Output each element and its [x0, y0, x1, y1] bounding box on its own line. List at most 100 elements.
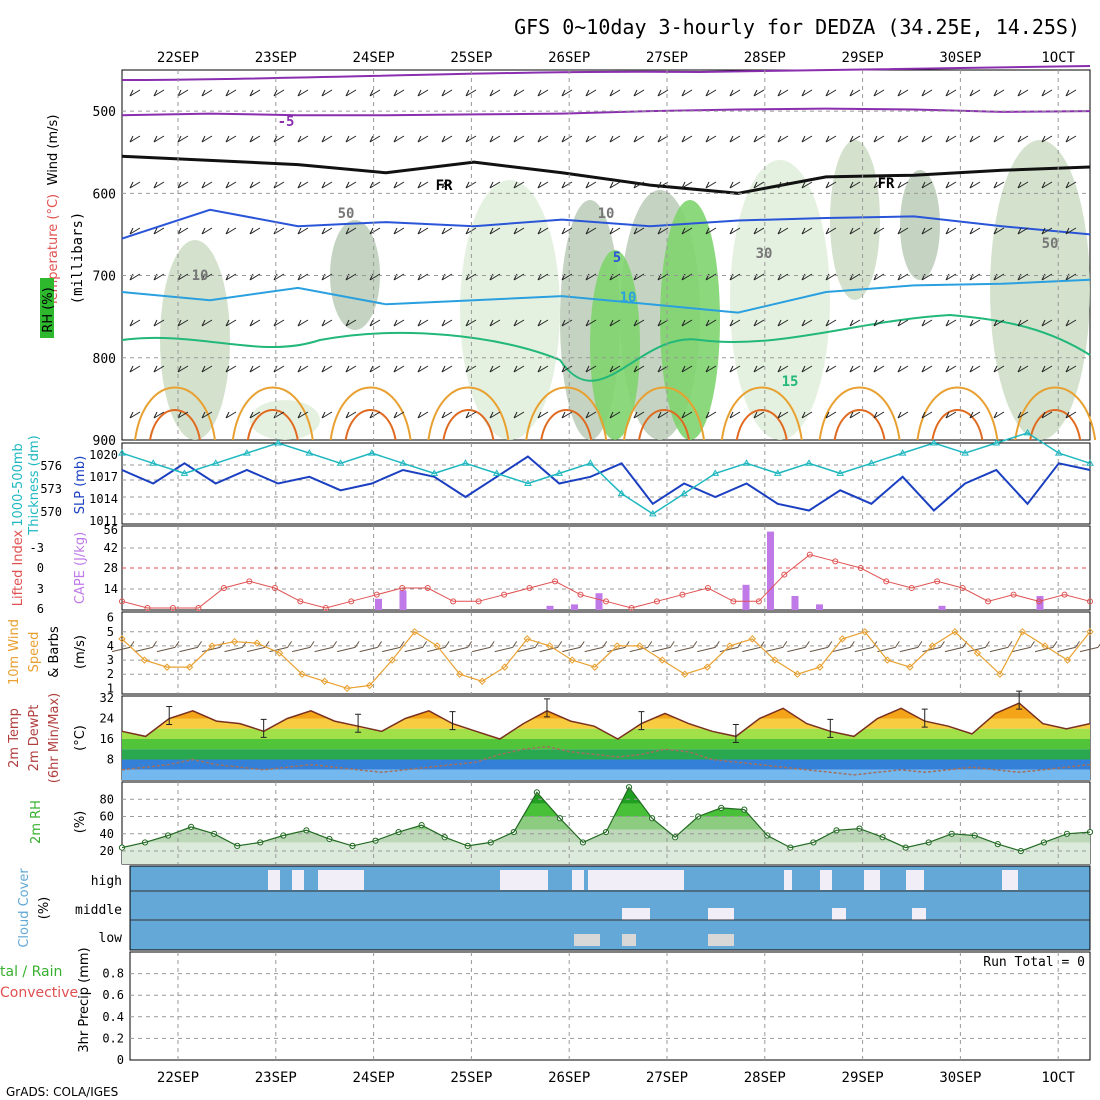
wind-barb [1041, 89, 1053, 97]
wind-barb [369, 319, 381, 327]
wind-barb [561, 227, 573, 235]
wind-barb [993, 365, 1005, 373]
contour-label: 50 [338, 206, 355, 222]
wind-point [883, 656, 892, 664]
wind-barb [201, 411, 213, 419]
temp-whisker [449, 711, 456, 731]
wind-barb [945, 365, 957, 373]
li-point [577, 591, 584, 598]
temp-band [122, 769, 1090, 780]
wind-barb [897, 89, 909, 97]
wind-barb [657, 273, 669, 281]
wind-point [996, 670, 1004, 678]
rh2m-line [118, 784, 1094, 855]
wind-barb [609, 135, 621, 143]
wind-point [703, 663, 712, 671]
wind-barb [1041, 319, 1053, 327]
wind-barb [753, 89, 765, 97]
wind-barb [129, 89, 141, 97]
li-point [220, 585, 227, 591]
wind-barb [705, 411, 717, 419]
wind-barb [873, 411, 885, 419]
wind-barb [969, 411, 981, 419]
wind-barb [1065, 273, 1077, 281]
cloud-ylabel-units: (%) [37, 897, 52, 920]
cloud-level-labels: high middle low [75, 874, 122, 946]
li-point [271, 585, 278, 591]
wind-barb [681, 365, 693, 373]
wind10-ylabel-1: 10m Wind [7, 619, 22, 685]
wind-barb [177, 181, 189, 189]
wind-barb [417, 135, 429, 143]
li-point [857, 565, 864, 571]
li-point [552, 578, 559, 585]
wind10-barb [494, 641, 518, 653]
wind10-barb [427, 641, 450, 653]
wind-barb [753, 273, 765, 281]
wind-barb [753, 227, 765, 235]
upper-tick-label: 500 [93, 105, 116, 120]
wind-barb [993, 227, 1005, 235]
wind-barb [897, 227, 909, 235]
slp-ticks: 576 573 570 1020 1017 1014 1011 [40, 448, 118, 528]
isotherm-arc [623, 386, 705, 441]
day-label-top: 26SEP [548, 50, 590, 66]
precip-tick: 0.6 [102, 988, 124, 1002]
day-label-bottom: 28SEP [744, 1070, 786, 1086]
wind10-barb [764, 641, 788, 653]
temp2m-ylabel-units: (°C) [73, 725, 88, 751]
wind-barb [777, 227, 789, 235]
wind-barb [777, 365, 789, 373]
precip-ylabel-3: 3hr Precip (mm) [77, 947, 92, 1052]
wind-barb [873, 135, 885, 143]
temp-band [122, 749, 1090, 760]
wind-point [298, 670, 306, 678]
rh2m-panel: 80 60 40 20 [100, 781, 1094, 865]
wind-barb [513, 227, 525, 235]
wind-barb [1041, 411, 1053, 419]
lifted-index-line [119, 551, 1093, 611]
cape-bar [375, 598, 382, 610]
rh-tick: 20 [100, 844, 114, 858]
wind-barb [489, 365, 501, 373]
wind10-barb [156, 641, 180, 653]
wind10-barb [697, 641, 720, 653]
wind-barb [657, 135, 669, 143]
wind-barb [321, 227, 333, 235]
day-label-top: 1OCT [1041, 50, 1075, 66]
wind-barb [393, 365, 405, 373]
wind-barb [1041, 181, 1053, 189]
isotherm-arc [1014, 386, 1097, 441]
wind-barb [633, 135, 645, 143]
contour-label: 15 [782, 374, 799, 390]
wind-point [455, 670, 464, 678]
wind10-barb [989, 641, 1013, 653]
wind-barb [897, 411, 909, 419]
contour-label: 10 [192, 268, 209, 284]
wind10-barb [179, 641, 202, 653]
thickness-tick: 570 [40, 505, 62, 519]
wind-barb [393, 227, 405, 235]
thickness-marker [742, 459, 751, 466]
temp-whisker [260, 718, 267, 738]
isotherm-arc [231, 386, 314, 441]
wind-barb [729, 319, 741, 327]
contour-label: 5 [613, 250, 621, 266]
wind-point [748, 635, 757, 643]
wind-barb [513, 135, 525, 143]
wind-barb [249, 227, 261, 235]
wind-barb [129, 181, 141, 189]
cloud-gap-high [784, 870, 792, 890]
precip-grid [130, 952, 1090, 1060]
wind-barb [417, 273, 429, 281]
wind-barb [825, 411, 837, 419]
wind-barb [1041, 365, 1053, 373]
wind-path [121, 630, 1091, 689]
contour-label: 10 [620, 290, 637, 306]
day-label-top: 25SEP [450, 50, 492, 66]
wind-barb [345, 319, 357, 327]
wind-barb [513, 365, 525, 373]
wind-barb [849, 135, 861, 143]
wind-barb [297, 227, 309, 235]
cloud-gap-high [906, 870, 924, 890]
